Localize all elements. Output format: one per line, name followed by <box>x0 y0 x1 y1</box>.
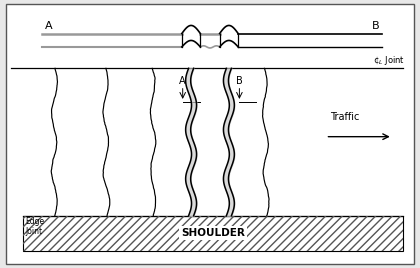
Text: B: B <box>372 21 380 31</box>
Text: A: A <box>45 21 52 31</box>
Bar <box>23 216 403 251</box>
Text: A: A <box>179 76 186 86</box>
Text: $\mathit{¢}_L$ Joint: $\mathit{¢}_L$ Joint <box>373 54 405 67</box>
Bar <box>23 216 403 251</box>
Text: SHOULDER: SHOULDER <box>181 228 245 238</box>
Text: B: B <box>236 76 243 86</box>
Text: Edge
Joint: Edge Joint <box>25 217 45 236</box>
Text: Traffic: Traffic <box>330 112 359 122</box>
FancyBboxPatch shape <box>6 4 414 264</box>
